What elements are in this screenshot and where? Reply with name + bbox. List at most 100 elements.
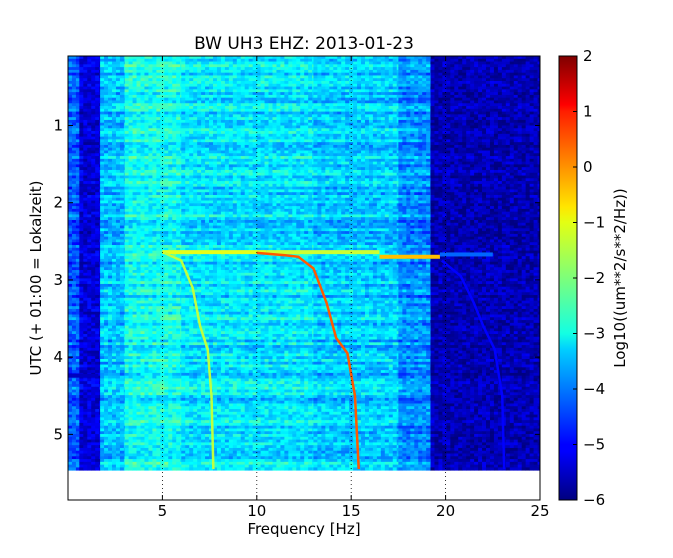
spectrogram-cell — [168, 420, 173, 424]
spectrogram-cell — [180, 270, 182, 274]
spectrogram-cell — [99, 267, 101, 271]
spectrogram-cell — [87, 386, 92, 390]
spectrogram-cell — [95, 78, 100, 82]
spectrogram-cell — [148, 156, 153, 160]
spectrogram-cell — [87, 203, 92, 207]
spectrogram-cell — [180, 111, 182, 115]
spectrogram-cell — [288, 83, 293, 87]
spectrogram-cell — [140, 364, 145, 368]
spectrogram-cell — [128, 411, 133, 415]
spectrogram-cell — [91, 436, 96, 441]
spectrogram-cell — [284, 58, 289, 62]
spectrogram-cell — [108, 256, 113, 260]
spectrogram-cell — [115, 431, 121, 435]
spectrogram-cell — [71, 89, 77, 93]
spectrogram-cell — [172, 189, 177, 193]
spectrogram-cell — [140, 411, 145, 415]
spectrogram-cell — [99, 167, 101, 171]
spectrogram-cell — [71, 270, 77, 274]
spectrogram-cell — [91, 275, 96, 279]
spectrogram-cell — [99, 111, 101, 115]
spectrogram-cell — [144, 272, 149, 277]
spectrogram-cell — [156, 206, 161, 210]
spectrogram-cell — [71, 278, 77, 282]
spectrogram-cell — [164, 306, 169, 310]
spectrogram-cell — [83, 56, 88, 60]
spectrogram-cell — [83, 267, 88, 271]
spectrogram-cell — [100, 114, 105, 118]
spectrogram-cell — [87, 406, 92, 410]
spectrogram-cell — [180, 359, 182, 363]
spectrogram-cell — [75, 192, 80, 196]
spectrogram-cell — [136, 258, 141, 263]
spectrogram-cell — [68, 186, 73, 190]
spectrogram-cell — [152, 264, 157, 268]
spectrogram-cell — [168, 331, 173, 335]
spectrogram-cell — [111, 345, 117, 349]
spectrogram-cell — [68, 164, 73, 168]
spectrogram-cell — [104, 217, 109, 221]
spectrogram-cell — [119, 406, 125, 410]
spectrogram-cell — [144, 58, 149, 62]
spectrogram-cell — [144, 467, 149, 471]
spectrogram-cell — [104, 75, 109, 79]
spectrogram-cell — [176, 78, 181, 82]
spectrogram-cell — [100, 111, 105, 115]
spectrogram-cell — [160, 261, 165, 265]
spectrogram-cell — [172, 197, 177, 201]
spectrogram-cell — [95, 370, 100, 374]
spectrogram-cell — [108, 395, 113, 399]
spectrogram-cell — [132, 406, 137, 410]
spectrogram-cell — [100, 56, 105, 60]
spectrogram-cell — [119, 311, 125, 315]
spectrogram-cell — [160, 175, 165, 179]
spectrogram-cell — [160, 197, 165, 201]
spectrogram-cell — [108, 61, 113, 65]
spectrogram-cell — [95, 450, 100, 454]
spectrogram-cell — [83, 392, 88, 396]
spectrogram-cell — [123, 456, 126, 460]
spectrogram-cell — [104, 186, 109, 190]
spectrogram-cell — [83, 178, 88, 182]
spectrogram-cell — [140, 125, 145, 129]
spectrogram-cell — [104, 194, 109, 199]
spectrogram-cell — [111, 194, 117, 199]
spectrogram-cell — [95, 328, 100, 332]
spectrogram-cell — [87, 275, 92, 279]
spectrogram-cell — [144, 131, 149, 135]
spectrogram-cell — [68, 400, 73, 404]
spectrogram-cell — [79, 295, 84, 299]
spectrogram-cell — [172, 409, 177, 413]
spectrogram-cell — [91, 236, 96, 240]
spectrogram-cell — [100, 278, 105, 282]
spectrogram-cell — [87, 211, 92, 215]
spectrogram-cell — [128, 375, 133, 379]
spectrogram-cell — [148, 461, 153, 466]
spectrogram-cell — [144, 300, 149, 304]
spectrogram-cell — [119, 236, 125, 240]
spectrogram-cell — [99, 192, 101, 196]
spectrogram-cell — [144, 231, 149, 235]
spectrogram-cell — [124, 186, 129, 190]
spectrogram-cell — [111, 183, 117, 188]
spectrogram-cell — [152, 420, 157, 424]
spectrogram-cell — [99, 108, 101, 112]
spectrogram-cell — [115, 208, 121, 213]
spectrogram-cell — [144, 406, 149, 410]
spectrogram-cell — [172, 69, 177, 74]
spectrogram-cell — [71, 336, 77, 340]
spectrogram-cell — [252, 69, 258, 74]
spectrogram-cell — [91, 434, 96, 438]
spectrogram-cell — [164, 436, 169, 441]
spectrogram-cell — [111, 395, 117, 399]
spectrogram-cell — [132, 300, 137, 304]
spectrogram-cell — [75, 256, 80, 260]
spectrogram-cell — [99, 197, 101, 201]
spectrogram-cell — [164, 386, 169, 390]
spectrogram-cell — [144, 261, 149, 265]
spectrogram-cell — [124, 119, 129, 124]
spectrogram-cell — [124, 425, 129, 429]
spectrogram-cell — [123, 64, 126, 68]
spectrogram-cell — [168, 450, 173, 454]
spectrogram-cell — [168, 58, 173, 62]
